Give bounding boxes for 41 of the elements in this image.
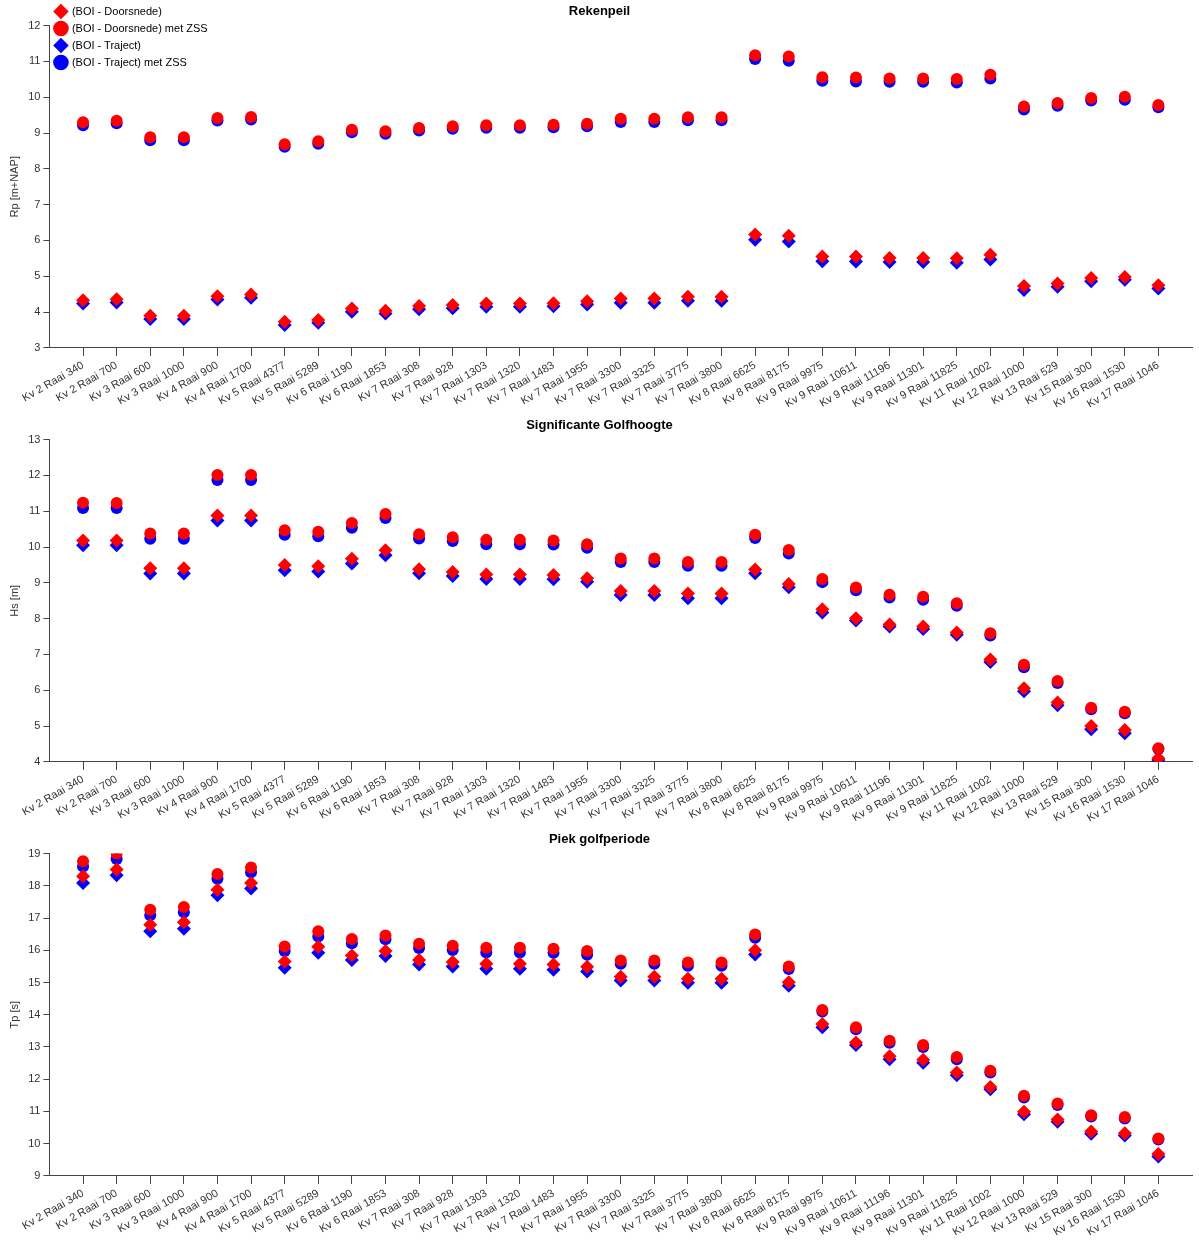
y-tick-label: 16 <box>28 943 41 956</box>
y-tick-label: 11 <box>29 504 41 517</box>
legend-label: (BOI - Doorsnede) met ZSS <box>71 21 208 34</box>
y-axis-title: Tp [s] <box>7 1000 20 1029</box>
y-tick-label: 3 <box>34 340 41 353</box>
y-tick-label: 11 <box>29 54 41 67</box>
y-tick-label: 6 <box>34 233 41 246</box>
y-tick-label: 12 <box>28 18 41 31</box>
y-tick-label: 8 <box>34 611 41 624</box>
y-tick-label: 12 <box>28 468 41 481</box>
chart-title: Piek golfperiode <box>548 831 651 847</box>
y-tick-label: 6 <box>34 683 41 696</box>
y-tick-label: 10 <box>28 1136 41 1149</box>
legend-label: (BOI - Doorsnede) <box>71 4 162 17</box>
y-tick-label: 5 <box>34 719 41 732</box>
chart-title: Rekenpeil <box>568 3 631 19</box>
y-axis-title: Hs [m] <box>7 584 20 617</box>
y-tick-label: 14 <box>28 1007 41 1020</box>
y-tick-label: 18 <box>28 878 41 891</box>
legend-label: (BOI - Traject) met ZSS <box>71 55 187 68</box>
y-tick-label: 11 <box>29 1104 41 1117</box>
y-tick-label: 5 <box>34 269 41 282</box>
y-tick-label: 9 <box>34 126 41 139</box>
y-tick-label: 12 <box>28 1072 41 1085</box>
y-tick-label: 17 <box>28 911 41 924</box>
y-tick-label: 15 <box>28 975 41 988</box>
y-tick-label: 8 <box>34 161 41 174</box>
y-tick-label: 9 <box>34 575 41 588</box>
y-tick-label: 7 <box>34 647 41 660</box>
y-tick-label: 9 <box>34 1168 41 1181</box>
y-tick-label: 7 <box>34 197 41 210</box>
y-tick-label: 4 <box>34 305 41 318</box>
legend-label: (BOI - Traject) <box>71 38 141 51</box>
chart-title: Significante Golfhoogte <box>526 417 673 433</box>
y-tick-label: 4 <box>34 754 41 767</box>
y-tick-label: 13 <box>28 1040 41 1053</box>
y-tick-label: 10 <box>28 540 41 553</box>
y-axis-title: Rp [m+NAP] <box>7 156 20 218</box>
y-tick-label: 19 <box>28 846 41 859</box>
y-tick-label: 13 <box>28 432 41 445</box>
y-tick-label: 10 <box>28 90 41 103</box>
